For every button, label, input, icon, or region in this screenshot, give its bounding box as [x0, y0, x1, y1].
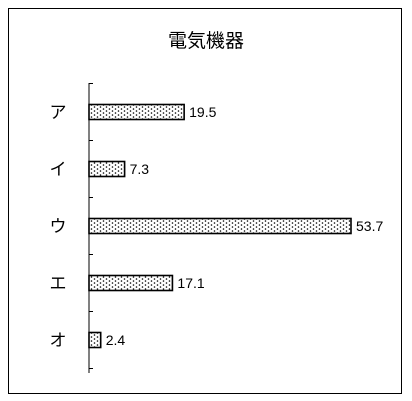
data-label: 19.5: [189, 104, 216, 120]
bar: [88, 217, 352, 235]
bar: [88, 331, 102, 349]
data-label: 7.3: [130, 161, 150, 177]
data-label: 2.4: [106, 332, 126, 348]
category-label: ウ: [50, 217, 67, 237]
bar: [88, 103, 185, 121]
category-label: エ: [50, 274, 67, 294]
category-label: イ: [50, 160, 67, 180]
chart-frame: [8, 8, 402, 394]
chart-title: 電気機器: [167, 30, 244, 52]
data-label: 17.1: [177, 275, 204, 291]
data-label: 53.7: [356, 218, 383, 234]
category-label: ア: [50, 103, 67, 123]
bar: [88, 160, 126, 178]
category-label: オ: [50, 331, 67, 351]
bar: [88, 274, 174, 292]
